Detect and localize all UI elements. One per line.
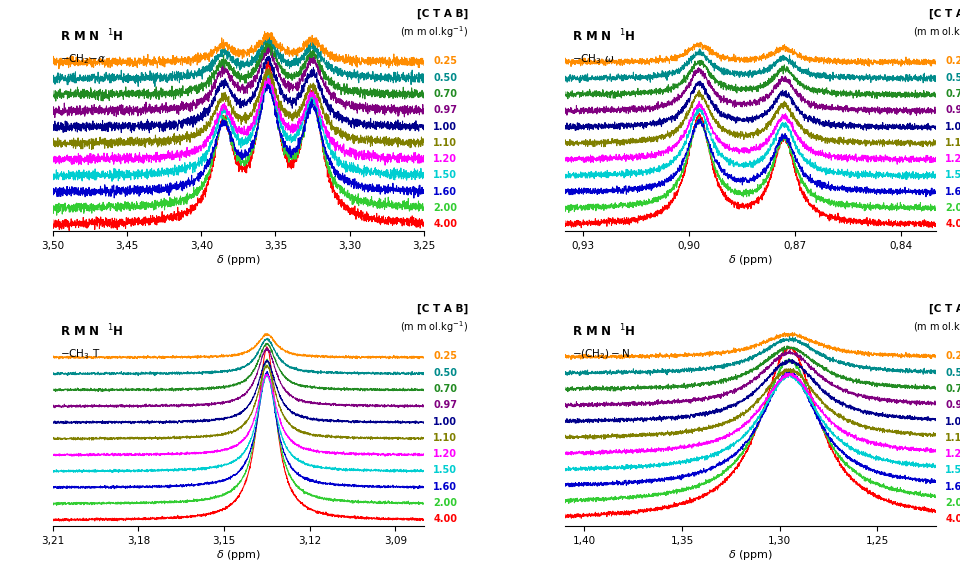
Text: 1.60: 1.60	[946, 187, 960, 197]
Text: (m m ol.kg$^{-1}$): (m m ol.kg$^{-1}$)	[400, 319, 468, 335]
Text: 0.50: 0.50	[433, 368, 457, 378]
Text: 0.70: 0.70	[946, 384, 960, 394]
Text: 1.00: 1.00	[946, 417, 960, 427]
Text: 1.20: 1.20	[433, 154, 457, 164]
Text: 1.20: 1.20	[433, 449, 457, 459]
Text: 1.50: 1.50	[946, 171, 960, 180]
Text: $-$CH$_3$ $\omega$: $-$CH$_3$ $\omega$	[572, 52, 614, 66]
Text: 1.50: 1.50	[433, 465, 457, 476]
Text: R M N  $^{1}$H: R M N $^{1}$H	[60, 323, 124, 339]
Text: 0.25: 0.25	[433, 57, 457, 66]
Text: 2.00: 2.00	[946, 203, 960, 213]
Text: 1.60: 1.60	[946, 481, 960, 492]
Text: 0.25: 0.25	[946, 57, 960, 66]
Text: 4.00: 4.00	[946, 219, 960, 229]
Text: (m m ol.kg$^{-1}$): (m m ol.kg$^{-1}$)	[913, 319, 960, 335]
Text: 2.00: 2.00	[433, 498, 457, 508]
Text: (m m ol.kg$^{-1}$): (m m ol.kg$^{-1}$)	[913, 24, 960, 40]
Text: R M N  $^{1}$H: R M N $^{1}$H	[572, 27, 636, 44]
Text: 0.97: 0.97	[946, 105, 960, 115]
Text: 4.00: 4.00	[433, 219, 457, 229]
Text: 4.00: 4.00	[946, 514, 960, 524]
Text: 0.70: 0.70	[946, 89, 960, 99]
Text: 2.00: 2.00	[946, 498, 960, 508]
Text: 4.00: 4.00	[433, 514, 457, 524]
Text: $-$CH$_3$ T: $-$CH$_3$ T	[60, 347, 101, 361]
Text: 1.60: 1.60	[433, 481, 457, 492]
Text: [C T A B]: [C T A B]	[418, 9, 468, 19]
Text: 0.97: 0.97	[433, 401, 457, 410]
Text: 0.50: 0.50	[946, 73, 960, 83]
Text: 0.25: 0.25	[946, 351, 960, 361]
Text: 2.00: 2.00	[433, 203, 457, 213]
Text: 1.20: 1.20	[946, 154, 960, 164]
Text: $-$CH$_2$$-\alpha$: $-$CH$_2$$-\alpha$	[60, 52, 107, 66]
Text: 1.50: 1.50	[946, 465, 960, 476]
Text: 1.10: 1.10	[946, 433, 960, 443]
Text: 1.00: 1.00	[946, 121, 960, 132]
X-axis label: $\delta$ (ppm): $\delta$ (ppm)	[216, 549, 261, 562]
Text: 0.97: 0.97	[946, 401, 960, 410]
Text: 0.70: 0.70	[433, 384, 457, 394]
Text: 1.20: 1.20	[946, 449, 960, 459]
Text: 1.00: 1.00	[433, 417, 457, 427]
Text: (m m ol.kg$^{-1}$): (m m ol.kg$^{-1}$)	[400, 24, 468, 40]
Text: 1.60: 1.60	[433, 187, 457, 197]
Text: R M N  $^{1}$H: R M N $^{1}$H	[60, 27, 124, 44]
Text: [C T A B]: [C T A B]	[929, 9, 960, 19]
Text: 0.97: 0.97	[433, 105, 457, 115]
Text: $-(\mathrm{CH_2})-\mathrm{N}$: $-(\mathrm{CH_2})-\mathrm{N}$	[572, 347, 631, 361]
Text: 1.10: 1.10	[433, 138, 457, 148]
Text: 0.50: 0.50	[433, 73, 457, 83]
Text: R M N  $^{1}$H: R M N $^{1}$H	[572, 323, 636, 339]
Text: 0.25: 0.25	[433, 351, 457, 361]
Text: 1.50: 1.50	[433, 171, 457, 180]
Text: 0.50: 0.50	[946, 368, 960, 378]
Text: 1.00: 1.00	[433, 121, 457, 132]
Text: [C T A B]: [C T A B]	[418, 304, 468, 314]
Text: 0.70: 0.70	[433, 89, 457, 99]
Text: [C T A B]: [C T A B]	[929, 304, 960, 314]
X-axis label: $\delta$ (ppm): $\delta$ (ppm)	[728, 253, 773, 268]
Text: 1.10: 1.10	[433, 433, 457, 443]
X-axis label: $\delta$ (ppm): $\delta$ (ppm)	[728, 549, 773, 562]
X-axis label: $\delta$ (ppm): $\delta$ (ppm)	[216, 253, 261, 268]
Text: 1.10: 1.10	[946, 138, 960, 148]
